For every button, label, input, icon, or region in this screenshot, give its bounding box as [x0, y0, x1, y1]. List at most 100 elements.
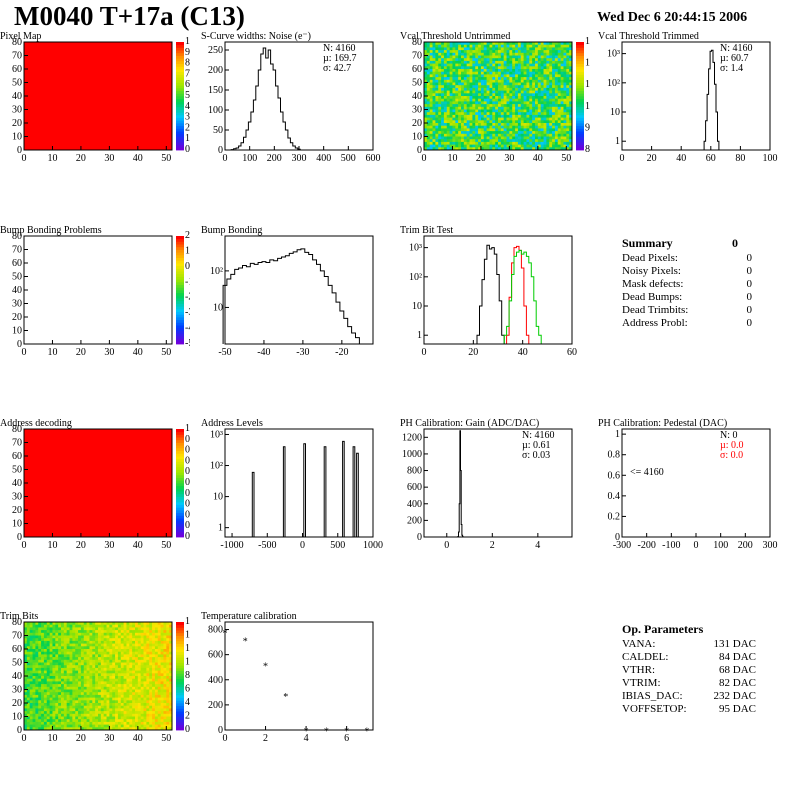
palette-band — [576, 80, 584, 83]
heat-cell — [58, 687, 61, 690]
palette-band — [176, 521, 184, 524]
heat-cell — [529, 58, 532, 61]
heat-cell — [92, 676, 95, 679]
x-tick-label: 0 — [300, 540, 305, 551]
heat-cell — [427, 88, 430, 91]
heat-cell — [433, 99, 436, 102]
heat-cell — [138, 703, 141, 706]
heat-cell — [492, 56, 495, 59]
heat-cell — [529, 69, 532, 72]
y-tick-label: 10 — [412, 301, 422, 312]
heat-cell — [498, 137, 501, 140]
heat-cell — [138, 641, 141, 644]
heat-cell — [141, 638, 144, 641]
heat-cell — [33, 714, 36, 717]
heat-cell — [47, 646, 50, 649]
heat-cell — [532, 137, 535, 140]
heat-cell — [98, 668, 101, 671]
heat-cell — [87, 668, 90, 671]
heat-cell — [558, 91, 561, 94]
heat-cell — [27, 654, 30, 657]
heat-cell — [58, 652, 61, 655]
heat-cell — [475, 85, 478, 88]
heat-cell — [464, 96, 467, 99]
palette-band — [176, 652, 184, 655]
heat-cell — [78, 649, 81, 652]
heat-cell — [44, 636, 47, 639]
heat-cell — [529, 115, 532, 118]
heat-cell — [101, 633, 104, 636]
heat-cell — [126, 641, 129, 644]
heat-cell — [87, 676, 90, 679]
heat-cell — [67, 671, 70, 674]
heat-cell — [492, 50, 495, 53]
heat-cell — [549, 115, 552, 118]
heat-cell — [472, 69, 475, 72]
heat-cell — [512, 137, 515, 140]
heat-cell — [141, 673, 144, 676]
heat-cell — [438, 118, 441, 121]
palette-tick-label: 120 — [585, 58, 590, 69]
heat-cell — [129, 671, 132, 674]
heat-cell — [546, 80, 549, 83]
heat-cell — [112, 636, 115, 639]
heat-cell — [552, 53, 555, 56]
heat-cell — [544, 93, 547, 96]
heat-cell — [509, 66, 512, 69]
heat-cell — [78, 630, 81, 633]
palette-band — [176, 137, 184, 140]
heat-cell — [78, 654, 81, 657]
heat-cell — [144, 627, 147, 630]
heat-cell — [166, 652, 169, 655]
heat-cell — [87, 644, 90, 647]
heat-cell — [135, 711, 138, 714]
heat-cell — [52, 630, 55, 633]
heat-cell — [98, 703, 101, 706]
heat-cell — [552, 66, 555, 69]
y-tick-label: 60 — [412, 64, 422, 75]
palette-band — [176, 692, 184, 695]
heat-cell — [529, 131, 532, 134]
x-tick-label: 300 — [763, 540, 778, 551]
bar — [317, 264, 321, 344]
heat-cell — [132, 711, 135, 714]
heat-cell — [33, 627, 36, 630]
palette-band — [176, 266, 184, 269]
heat-cell — [101, 663, 104, 666]
heat-cell — [507, 53, 510, 56]
y-tick-label: 0.4 — [608, 491, 621, 502]
heat-cell — [478, 72, 481, 75]
x-tick-label: 100 — [713, 540, 728, 551]
heat-cell — [35, 646, 38, 649]
heat-cell — [115, 644, 118, 647]
heat-cell — [27, 695, 30, 698]
heat-cell — [458, 131, 461, 134]
heat-cell — [115, 636, 118, 639]
heat-cell — [546, 107, 549, 110]
heat-cell — [115, 695, 118, 698]
heat-cell — [141, 654, 144, 657]
y-tick-label: 200 — [208, 65, 223, 76]
palette-tick-label: -5 — [185, 338, 190, 349]
heat-cell — [118, 630, 121, 633]
heat-cell — [495, 74, 498, 77]
bar — [293, 252, 297, 344]
heat-cell — [149, 657, 152, 660]
heat-cell — [109, 706, 112, 709]
heat-cell — [161, 644, 164, 647]
heat-cell — [112, 719, 115, 722]
heat-cell — [144, 652, 147, 655]
heat-cell — [489, 47, 492, 50]
palette-band — [176, 134, 184, 137]
heat-cell — [458, 128, 461, 131]
heat-cell — [155, 711, 158, 714]
heat-cell — [435, 47, 438, 50]
heat-cell — [435, 83, 438, 86]
heat-cell — [92, 644, 95, 647]
heat-cell — [447, 123, 450, 126]
heat-cell — [89, 679, 92, 682]
palette-band — [176, 120, 184, 123]
heat-cell — [484, 58, 487, 61]
heat-cell — [81, 654, 84, 657]
